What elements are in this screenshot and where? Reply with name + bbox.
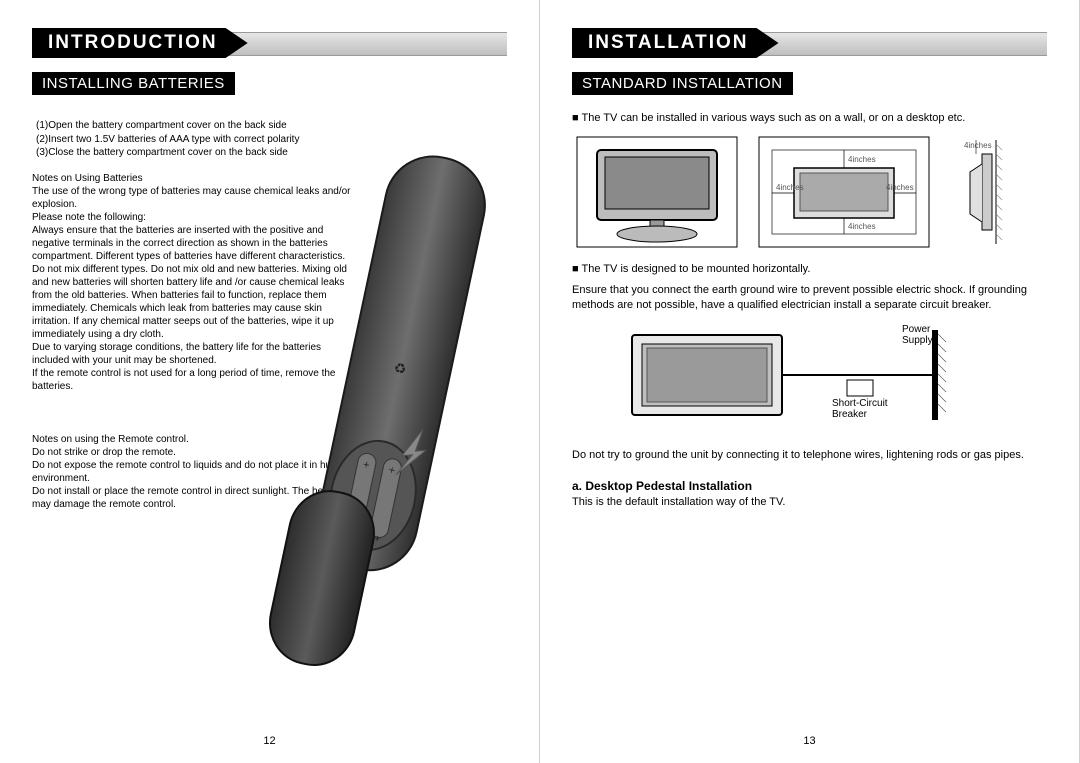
- page-number: 13: [540, 735, 1079, 747]
- bullet-1: ■ The TV can be installed in various way…: [572, 111, 1047, 126]
- figure-row-1: 4inches 4inches 4inches 4inches 4inches: [572, 132, 1047, 252]
- svg-text:+: +: [347, 527, 356, 540]
- subsection-title: STANDARD INSTALLATION: [572, 72, 793, 95]
- desktop-body: This is the default installation way of …: [572, 495, 1047, 510]
- svg-text:4inches: 4inches: [848, 155, 876, 164]
- section-header: INSTALLATION: [572, 28, 1047, 58]
- svg-text:4inches: 4inches: [964, 141, 992, 150]
- figure-row-2: Power Supply Short-Circuit Breaker: [622, 320, 1047, 430]
- svg-text:+: +: [387, 464, 396, 477]
- remote-notes-body: Do not strike or drop the remote. Do not…: [32, 446, 352, 511]
- ensure-text: Ensure that you connect the earth ground…: [572, 283, 1047, 313]
- battery-notes: Notes on Using Batteries The use of the …: [32, 172, 352, 393]
- step-2: (2)Insert two 1.5V batteries of AAA type…: [36, 133, 507, 147]
- figure-wall-clearance: 4inches 4inches 4inches 4inches: [754, 132, 934, 252]
- remote-notes-title: Notes on using the Remote control.: [32, 433, 352, 446]
- page-right: INSTALLATION STANDARD INSTALLATION ■ The…: [540, 0, 1080, 763]
- svg-text:+: +: [362, 459, 371, 472]
- notes-title: Notes on Using Batteries: [32, 172, 352, 185]
- bullet-2: ■ The TV is designed to be mounted horiz…: [572, 262, 1047, 277]
- svg-text:4inches: 4inches: [848, 222, 876, 231]
- power-supply-label: Power Supply: [902, 324, 933, 346]
- remote-notes: Notes on using the Remote control. Do no…: [32, 433, 352, 511]
- section-title: INTRODUCTION: [32, 28, 248, 58]
- page-number: 12: [0, 735, 539, 747]
- page-left: INTRODUCTION INSTALLING BATTERIES (1)Ope…: [0, 0, 540, 763]
- battery-steps: (1)Open the battery compartment cover on…: [36, 119, 507, 160]
- svg-text:♻: ♻: [392, 359, 408, 377]
- bullet-icon: ■: [572, 263, 582, 275]
- svg-text:4inches: 4inches: [886, 183, 914, 192]
- step-3: (3)Close the battery compartment cover o…: [36, 146, 507, 160]
- figure-grounding: [622, 320, 1002, 430]
- figure-side-view: 4inches: [946, 132, 1016, 252]
- svg-text:+: +: [373, 533, 382, 546]
- step-1: (1)Open the battery compartment cover on…: [36, 119, 507, 133]
- section-title: INSTALLATION: [572, 28, 779, 58]
- short-circuit-label: Short-Circuit Breaker: [832, 398, 888, 420]
- bullet-icon: ■: [572, 112, 582, 124]
- svg-text:4inches: 4inches: [776, 183, 804, 192]
- subsection-title: INSTALLING BATTERIES: [32, 72, 235, 95]
- notes-body: The use of the wrong type of batteries m…: [32, 185, 352, 393]
- section-header: INTRODUCTION: [32, 28, 507, 58]
- figure-pedestal-tv: [572, 132, 742, 252]
- no-ground-warning: Do not try to ground the unit by connect…: [572, 448, 1047, 463]
- desktop-title: a. Desktop Pedestal Installation: [572, 479, 1047, 493]
